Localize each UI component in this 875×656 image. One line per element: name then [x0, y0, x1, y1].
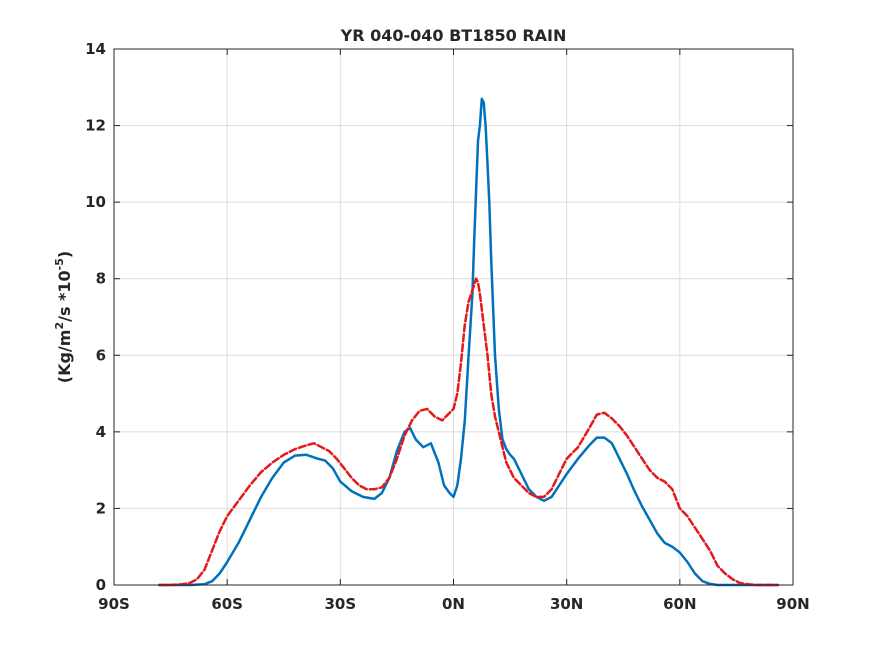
y-tick-labels: 0 2 4 6 8 10 12 14 [85, 40, 106, 594]
y-tick-label: 0 [96, 576, 106, 594]
series-layer [158, 97, 780, 587]
y-tick-label: 2 [96, 499, 106, 517]
axis-ticks [113, 48, 794, 586]
x-tick-label: 0N [442, 595, 465, 613]
x-tick-label: 90S [98, 595, 130, 613]
y-tick-label: 6 [96, 346, 106, 364]
chart-title: YR 040-040 BT1850 RAIN [340, 26, 567, 45]
x-tick-label: 30N [550, 595, 583, 613]
y-tick-label: 8 [96, 270, 106, 288]
x-tick-label: 60S [211, 595, 243, 613]
y-tick-label: 12 [85, 117, 106, 135]
x-tick-labels: 90S 60S 30S 0N 30N 60N 90N [98, 595, 810, 613]
series-line-1 [158, 97, 780, 587]
y-tick-label: 4 [96, 423, 106, 441]
series-line-2 [158, 277, 780, 587]
y-tick-label: 10 [85, 193, 106, 211]
x-tick-label: 90N [776, 595, 809, 613]
x-tick-label: 30S [324, 595, 356, 613]
x-tick-label: 60N [663, 595, 696, 613]
y-axis-label: (Kg/m2/s *10-5) [53, 251, 74, 383]
y-tick-label: 14 [85, 40, 106, 58]
